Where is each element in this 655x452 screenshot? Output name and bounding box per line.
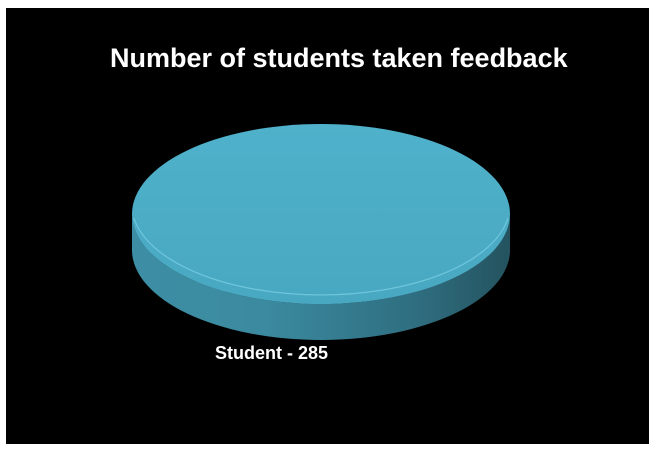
pie-chart: Student - 285	[132, 124, 510, 363]
pie-data-label: Student - 285	[215, 343, 328, 363]
pie-slice-side	[132, 214, 510, 340]
chart-area: Number of students taken feedback Studen…	[6, 8, 649, 444]
pie-slice-top	[132, 124, 510, 304]
pie-rim-highlight	[133, 217, 509, 296]
chart-title: Number of students taken feedback	[110, 43, 568, 73]
